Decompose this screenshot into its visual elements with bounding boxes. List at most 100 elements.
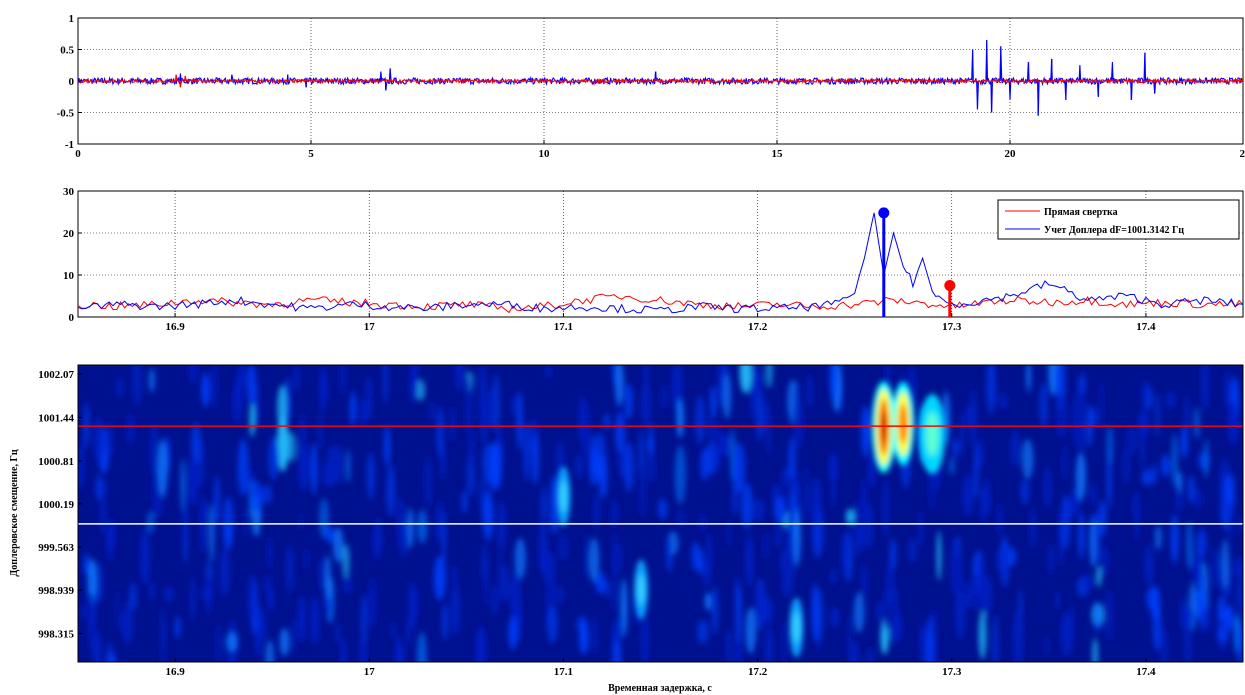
heatmap-blob	[1044, 635, 1049, 656]
heatmap-blob	[345, 449, 351, 484]
heatmap-hotspots	[556, 381, 946, 658]
heatmap-blob	[310, 442, 318, 495]
heatmap-blob	[1100, 545, 1110, 576]
heatmap-blob	[1227, 401, 1239, 446]
heatmap-blob	[1238, 515, 1243, 537]
heatmap-y-tick-label: 999.563	[38, 542, 74, 554]
heatmap-blob	[147, 510, 155, 533]
signal-plot-series	[78, 40, 1243, 116]
heatmap-blob	[711, 585, 718, 635]
heatmap-blob	[996, 548, 1002, 573]
heatmap-blob	[609, 499, 619, 528]
heatmap-blob	[1142, 379, 1149, 411]
heatmap-x-tick-label: 17	[364, 666, 376, 678]
signal-series-line	[78, 74, 1243, 88]
heatmap-blob	[1048, 543, 1054, 575]
heatmap-blob	[550, 552, 556, 587]
heatmap-blob	[788, 437, 796, 481]
heatmap-blob	[1182, 604, 1193, 630]
heatmap-blob	[243, 506, 248, 538]
heatmap-blob	[157, 439, 168, 498]
heatmap-blob	[148, 581, 155, 601]
heatmap-blob	[300, 412, 306, 470]
heatmap-blob	[105, 423, 115, 456]
ambiguity-heatmap: 16.9 17 17.1 17.2 17.3 17.4 1002.071001.44100…	[9, 364, 1244, 694]
heatmap-blob	[80, 438, 86, 484]
heatmap-blob	[249, 400, 255, 438]
heatmap-blob	[335, 444, 343, 485]
heatmap-blob	[765, 365, 773, 388]
heatmap-texture	[78, 365, 1243, 662]
heatmap-blob	[986, 365, 996, 414]
heatmap-blob	[494, 441, 502, 490]
heatmap-blob	[710, 386, 717, 419]
heatmap-blob	[538, 549, 549, 573]
heatmap-blob	[139, 527, 151, 586]
heatmap-blob	[1224, 369, 1231, 410]
heatmap-blob	[367, 452, 375, 500]
heatmap-blob	[411, 587, 419, 620]
heatmap-blob	[968, 389, 978, 446]
heatmap-blob	[368, 576, 377, 629]
correlation-plot-y-tick-label: 20	[63, 228, 75, 240]
heatmap-blob	[298, 512, 303, 531]
heatmap-blob	[204, 557, 214, 616]
heatmap-blob	[676, 397, 684, 439]
heatmap-blob	[1098, 500, 1107, 537]
heatmap-blob	[120, 612, 125, 635]
heatmap-blob	[882, 478, 890, 538]
heatmap-blob	[501, 564, 510, 603]
heatmap-blob	[854, 499, 861, 529]
heatmap-field	[78, 365, 1243, 662]
heatmap-blob	[81, 602, 86, 621]
heatmap-blob	[482, 492, 494, 541]
heatmap-blob	[1159, 626, 1169, 662]
heatmap-blob	[340, 636, 347, 662]
heatmap-blob	[774, 519, 783, 549]
heatmap-blob	[99, 495, 107, 535]
heatmap-blob	[433, 555, 446, 601]
signal-plot-y-ticks: 1 0.5 0 -0.5 -1	[57, 13, 82, 151]
heatmap-blob	[1175, 486, 1183, 513]
heatmap-blob	[735, 584, 742, 643]
heatmap-blob	[1060, 501, 1066, 529]
heatmap-blob	[707, 413, 715, 444]
heatmap-x-tick-label: 17.3	[942, 666, 962, 678]
heatmap-blob	[384, 425, 391, 467]
heatmap-blob	[1088, 512, 1101, 567]
heatmap-blob	[695, 394, 705, 445]
heatmap-blob	[665, 535, 671, 558]
heatmap-blob	[360, 593, 368, 646]
heatmap-hotspot	[880, 411, 887, 444]
heatmap-blob	[1020, 478, 1030, 505]
heatmap-blob	[105, 527, 114, 562]
heatmap-blob	[697, 619, 709, 645]
heatmap-blob	[974, 442, 979, 500]
heatmap-blob	[261, 485, 272, 505]
heatmap-x-tick-label: 17.4	[1136, 666, 1156, 678]
heatmap-blob	[841, 531, 850, 574]
heatmap-blob	[1077, 374, 1086, 395]
signal-plot-x-tick-label: 0	[75, 148, 81, 160]
heatmap-blob	[258, 616, 266, 642]
heatmap-blob	[386, 464, 395, 517]
heatmap-blob	[578, 394, 586, 444]
heatmap-blob	[614, 365, 624, 406]
heatmap-blob	[829, 607, 840, 628]
heatmap-blob	[189, 576, 196, 621]
heatmap-blob	[479, 398, 488, 445]
heatmap-blob	[265, 639, 275, 662]
heatmap-blob	[623, 441, 635, 493]
heatmap-hotspot	[559, 480, 568, 513]
heatmap-blob	[611, 576, 618, 611]
heatmap-blob	[829, 365, 837, 402]
heatmap-blob	[674, 445, 686, 505]
heatmap-blob	[461, 489, 468, 514]
heatmap-blob	[959, 409, 965, 460]
heatmap-blob	[277, 416, 289, 472]
signal-plot-x-ticks: 0 5 10 15 20 2	[75, 140, 1245, 160]
heatmap-blob	[341, 575, 354, 594]
heatmap-blob	[861, 405, 871, 458]
heatmap-blob	[1193, 407, 1200, 439]
